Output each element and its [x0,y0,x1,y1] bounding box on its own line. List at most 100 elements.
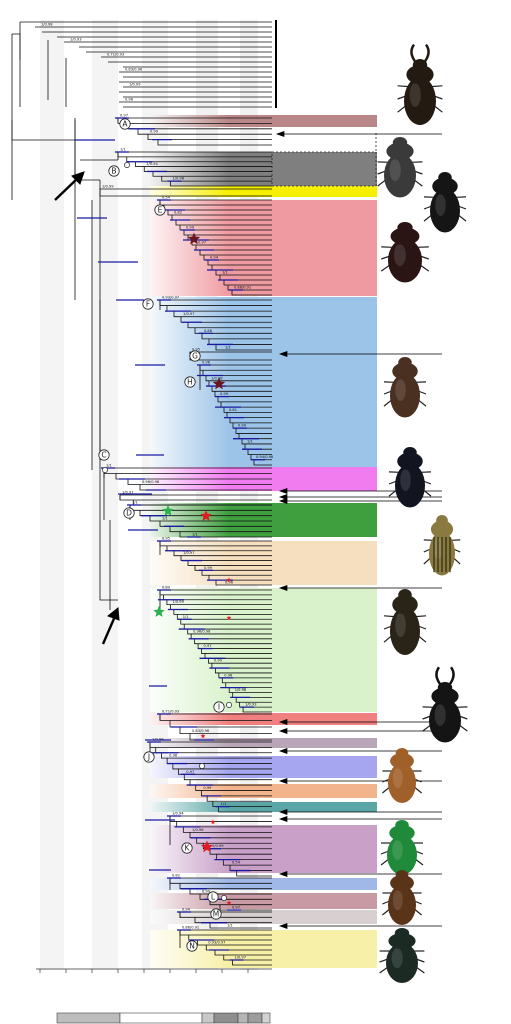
pointer-arrow [278,719,442,725]
branch [180,555,272,561]
branch [236,870,272,877]
branch [170,181,272,187]
branch [179,225,272,231]
support-label: 1/0.97 [183,551,195,555]
support-label: 1/1 [221,802,227,806]
support-label: 0.96 [224,673,233,677]
green-chafer-icon [380,820,424,875]
time-axis [36,968,272,973]
branch [235,697,272,703]
branch [117,152,272,158]
chafer-icon [383,589,427,655]
clade-label: C [98,449,110,461]
stag-beetle-icon [422,666,468,743]
node-circle [124,162,130,168]
branch [189,888,272,895]
branch [214,668,272,674]
clade-label: N [186,940,198,952]
support-label: 0.86/0.91 [234,286,251,290]
support-label: 1/1 [225,346,231,350]
support-label: 0.96 [202,361,211,365]
clade-label: E [154,204,166,216]
branch [179,912,272,918]
support-label: 1/0.99 [129,83,141,87]
event-stars [153,232,232,906]
branch [172,763,272,770]
branch [180,619,272,625]
support-label: 0.93/0.97 [162,296,179,300]
branch [117,118,272,124]
support-label: 0.99 [203,786,212,790]
stag-beetle-icon [397,43,443,125]
support-label: 0.96/0.98 [142,480,160,484]
node-circle [221,895,227,901]
support-label: 1/0.98 [211,376,223,380]
branch [218,806,272,813]
branch [219,904,272,911]
event-star [226,577,232,583]
branch [235,428,272,434]
branch [205,945,272,951]
dung-beetle-icon [379,928,425,983]
support-label: 0.54 [162,196,171,200]
branch [173,550,272,557]
support-label: 1/0.94 [172,812,184,816]
support-label: 1/1 [247,439,253,443]
event-star [210,819,216,825]
branch [208,658,272,664]
support-label: 1/1 [222,271,228,275]
geologic-scale-bar [56,1012,271,1024]
support-label: 0.83/0.96 [125,68,143,72]
clade-letter: M [213,910,219,919]
support-label: 0.99 [186,226,195,230]
support-label: 0.99 [204,566,213,570]
pointer-arrow [278,748,442,754]
branch [194,565,272,571]
branch [159,300,272,306]
node-circle [102,467,108,473]
branch [201,648,272,654]
support-label: 0.89 [162,586,171,590]
support-label: 1/1 [227,924,233,928]
support-label: 1/1 [120,148,126,152]
branch [242,707,272,713]
clade-label: L [207,891,219,903]
support-label: 1/1 [192,533,198,537]
branch [221,677,272,684]
branch [187,322,272,329]
branch [207,260,272,266]
support-label: 1/1 [162,517,168,521]
pointer-arrow [278,585,442,591]
support-label: 0.99 [214,659,223,663]
support-label: 1/0.99 [212,844,224,848]
node-circle [199,763,205,769]
branch [223,280,272,286]
clade-label: M [210,908,222,920]
clade-letter: F [146,300,150,309]
branch [182,826,272,833]
branch [149,515,272,522]
branch [222,859,272,866]
node-circle [226,702,232,708]
support-label: 0.96/0.98 [193,629,211,633]
support-label: 0.83/0.96 [192,729,210,733]
support-label: 0.96 [125,98,134,102]
branch [119,495,272,501]
branch [206,795,272,802]
big-arrows [54,171,120,645]
branch [214,950,272,956]
branch [201,570,272,576]
branch [179,930,272,936]
support-label: 0.82 [172,874,180,878]
branch [159,521,272,527]
event-star [187,232,201,245]
support-label: 1/0.93 [70,38,82,42]
support-label: 1/0.99 [152,738,164,742]
clade-letter: I [218,703,220,712]
support-label: 1/0.98 [235,688,247,692]
support-label: 1/0.96 [173,177,185,181]
branch [161,176,272,182]
pointer-arrow [278,778,442,784]
clade-letter: K [185,844,191,853]
branch [189,832,272,839]
